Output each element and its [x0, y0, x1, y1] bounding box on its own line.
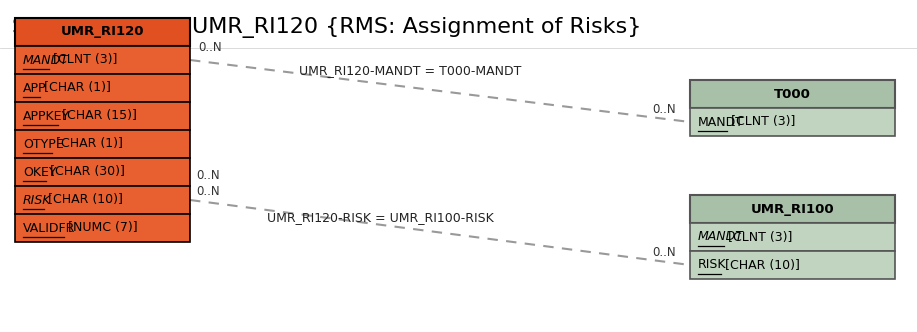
Text: 0..N: 0..N	[196, 169, 220, 182]
Bar	[15, 18, 190, 46]
Bar	[15, 74, 190, 102]
Bar	[15, 186, 190, 214]
Text: UMR_RI120: UMR_RI120	[61, 26, 144, 39]
Text: [CHAR (10)]: [CHAR (10)]	[721, 259, 800, 272]
Text: APPKEY: APPKEY	[23, 110, 70, 123]
Bar	[15, 130, 190, 158]
Text: VALIDFR: VALIDFR	[23, 221, 75, 234]
Text: [CHAR (1)]: [CHAR (1)]	[40, 81, 111, 95]
Text: MANDT: MANDT	[698, 230, 744, 243]
Text: [CHAR (30)]: [CHAR (30)]	[46, 165, 125, 179]
Text: RISK: RISK	[23, 194, 51, 207]
Text: [CLNT (3)]: [CLNT (3)]	[724, 230, 792, 243]
Text: T000: T000	[774, 88, 811, 101]
Text: OKEY: OKEY	[23, 165, 57, 179]
Text: APP: APP	[23, 81, 47, 95]
Text: UMR_RI100: UMR_RI100	[751, 203, 834, 215]
Bar	[690, 195, 895, 223]
Text: [CHAR (10)]: [CHAR (10)]	[44, 194, 123, 207]
Text: RISK: RISK	[698, 259, 726, 272]
Bar	[15, 158, 190, 186]
Text: 0..N: 0..N	[198, 41, 222, 54]
Text: OTYPE: OTYPE	[23, 137, 63, 150]
Text: 0..N: 0..N	[652, 103, 676, 116]
Text: 0..N: 0..N	[652, 246, 676, 259]
Text: UMR_RI120-RISK = UMR_RI100-RISK: UMR_RI120-RISK = UMR_RI100-RISK	[267, 211, 493, 224]
Bar	[15, 102, 190, 130]
Text: UMR_RI120-MANDT = T000-MANDT: UMR_RI120-MANDT = T000-MANDT	[299, 64, 521, 77]
Bar	[15, 46, 190, 74]
Bar	[690, 108, 895, 136]
Bar	[15, 214, 190, 242]
Text: [CHAR (15)]: [CHAR (15)]	[58, 110, 137, 123]
Text: MANDT: MANDT	[698, 116, 744, 128]
Text: [NUMC (7)]: [NUMC (7)]	[63, 221, 138, 234]
Bar	[690, 223, 895, 251]
Text: 0..N: 0..N	[196, 185, 220, 198]
Text: [CLNT (3)]: [CLNT (3)]	[49, 53, 117, 66]
Bar	[690, 80, 895, 108]
Text: MANDT: MANDT	[23, 53, 69, 66]
Bar	[690, 251, 895, 279]
Text: [CLNT (3)]: [CLNT (3)]	[727, 116, 795, 128]
Text: [CHAR (1)]: [CHAR (1)]	[52, 137, 123, 150]
Text: SAP ABAP table UMR_RI120 {RMS: Assignment of Risks}: SAP ABAP table UMR_RI120 {RMS: Assignmen…	[12, 18, 641, 39]
